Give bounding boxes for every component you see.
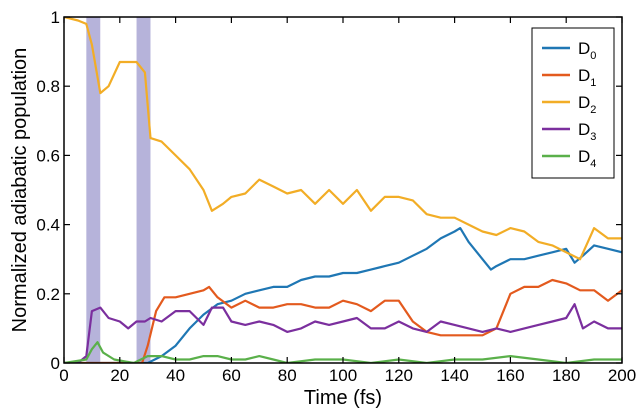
y-tick-label: 0.2 [36,285,60,304]
x-tick-label: 100 [329,366,357,385]
y-tick-label: 0.6 [36,146,60,165]
series-line-d3 [64,303,622,363]
x-tick-label: 160 [496,366,524,385]
shaded-region-0 [86,17,101,363]
x-tick-label: 80 [278,366,297,385]
x-tick-label: 60 [222,366,241,385]
shaded-region-1 [136,17,151,363]
y-tick-label: 0 [51,354,60,373]
y-tick-label: 1 [51,8,60,27]
x-tick-label: 120 [385,366,413,385]
series-line-d2 [64,17,622,261]
series-line-d0 [64,227,622,363]
x-tick-label: 0 [59,366,68,385]
y-axis-label: Normalized adiabatic population [9,48,31,333]
series-line-d1 [64,278,622,363]
y-tick-label: 0.8 [36,77,60,96]
x-tick-label: 180 [552,366,580,385]
x-axis-label: Time (fs) [304,387,382,409]
x-tick-label: 200 [608,366,636,385]
x-axis-ticks: 0 20 40 60 80 100 120 140 160 180 200 [59,17,636,385]
series-line-d4 [64,341,622,363]
y-axis-ticks: 0 0.2 0.4 0.6 0.8 1 [36,8,622,373]
x-tick-label: 20 [110,366,129,385]
y-tick-label: 0.4 [36,216,60,235]
x-tick-label: 40 [166,366,185,385]
series-lines [64,17,622,363]
x-tick-label: 140 [440,366,468,385]
